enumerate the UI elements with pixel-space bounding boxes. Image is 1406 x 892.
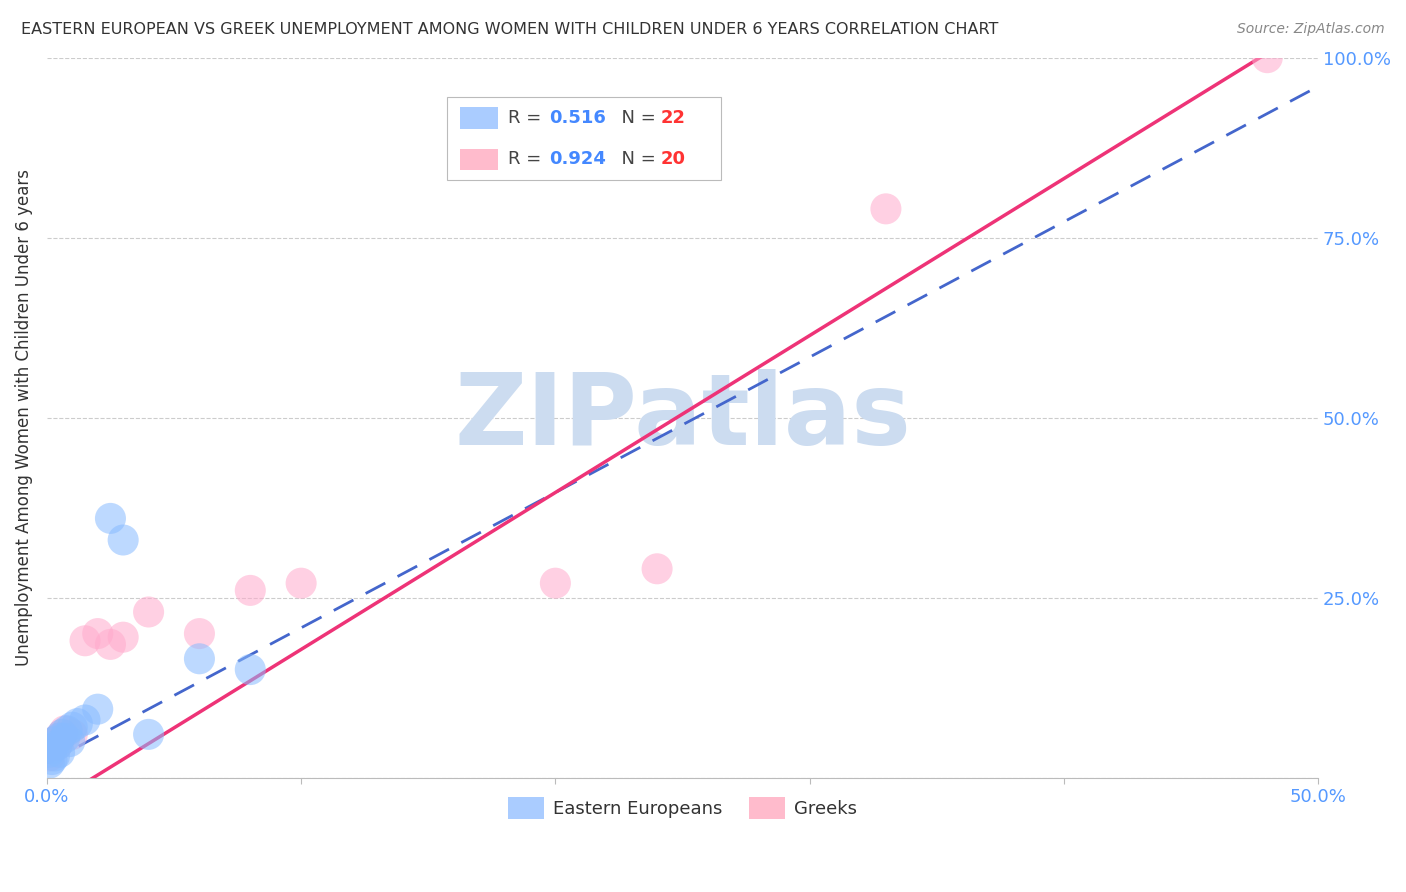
Point: [56, 723, 79, 738]
Point: [38, 756, 60, 771]
Point: [48, 731, 70, 745]
Point: [53, 731, 76, 745]
Text: N =: N =: [610, 109, 662, 127]
Point: [51, 727, 73, 741]
Text: EASTERN EUROPEAN VS GREEK UNEMPLOYMENT AMONG WOMEN WITH CHILDREN UNDER 6 YEARS C: EASTERN EUROPEAN VS GREEK UNEMPLOYMENT A…: [21, 22, 998, 37]
Point: [100, 637, 122, 651]
Point: [112, 630, 135, 644]
Point: [60, 727, 83, 741]
Point: [188, 652, 211, 666]
Text: 0.516: 0.516: [548, 109, 606, 127]
Point: [44, 734, 66, 748]
FancyBboxPatch shape: [447, 97, 721, 180]
Point: [48, 745, 70, 759]
Point: [59, 734, 82, 748]
Point: [38, 745, 60, 759]
Point: [1256, 51, 1278, 65]
Point: [41, 741, 63, 756]
Point: [645, 562, 668, 576]
Point: [46, 738, 69, 752]
Point: [73, 713, 96, 727]
Point: [53, 723, 76, 738]
Point: [87, 702, 110, 716]
Text: N =: N =: [610, 151, 662, 169]
Point: [46, 738, 69, 752]
Point: [544, 576, 567, 591]
Text: 0.924: 0.924: [548, 151, 606, 169]
Point: [51, 727, 73, 741]
Point: [44, 734, 66, 748]
Point: [188, 626, 211, 640]
Text: ZIPatlas: ZIPatlas: [454, 369, 911, 467]
Point: [875, 202, 897, 216]
Point: [66, 716, 89, 731]
Text: 22: 22: [661, 109, 686, 127]
Text: 20: 20: [661, 151, 686, 169]
Legend: Eastern Europeans, Greeks: Eastern Europeans, Greeks: [501, 789, 865, 826]
Point: [100, 511, 122, 525]
Point: [41, 741, 63, 756]
Text: R =: R =: [509, 109, 547, 127]
Point: [138, 727, 160, 741]
Y-axis label: Unemployment Among Women with Children Under 6 years: Unemployment Among Women with Children U…: [15, 169, 32, 666]
Point: [73, 633, 96, 648]
Point: [290, 576, 312, 591]
Point: [87, 626, 110, 640]
Point: [239, 663, 262, 677]
Point: [48, 731, 70, 745]
Text: R =: R =: [509, 151, 547, 169]
Text: Source: ZipAtlas.com: Source: ZipAtlas.com: [1237, 22, 1385, 37]
Point: [41, 753, 63, 767]
FancyBboxPatch shape: [460, 149, 498, 170]
Point: [112, 533, 135, 547]
Point: [138, 605, 160, 619]
Point: [60, 720, 83, 734]
Point: [44, 748, 66, 763]
Point: [239, 583, 262, 598]
FancyBboxPatch shape: [460, 107, 498, 128]
Point: [38, 748, 60, 763]
